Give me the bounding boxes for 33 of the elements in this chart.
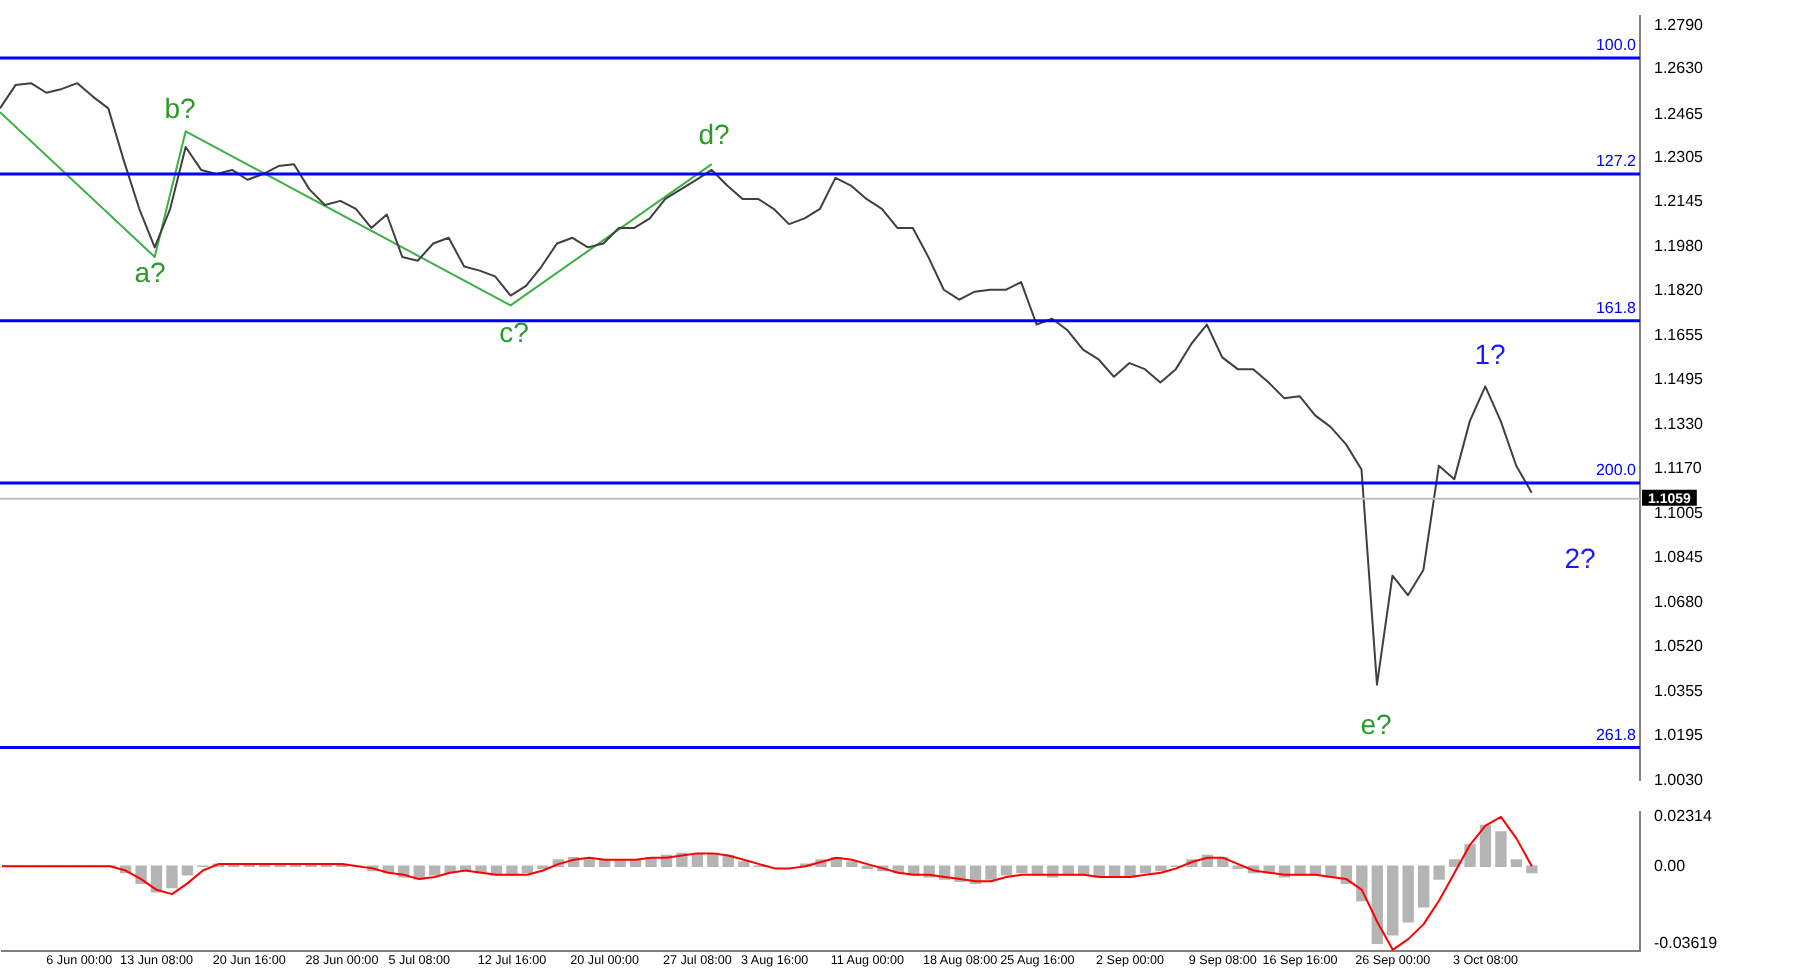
- y-tick-label: 1.2630: [1654, 59, 1705, 78]
- annotation: 161.8: [1595, 299, 1638, 318]
- annotation: 2?: [1564, 541, 1596, 574]
- annotation: a?: [134, 255, 166, 288]
- y-tick-label: 1.1005: [1654, 504, 1705, 523]
- y-tick-label: 0.02314: [1654, 807, 1713, 826]
- y-tick-label: 1.0195: [1654, 725, 1705, 744]
- y-tick-label: 1.2305: [1654, 148, 1705, 167]
- annotation: 100.0: [1595, 36, 1638, 55]
- annotation: 261.8: [1595, 725, 1638, 744]
- y-tick-label: 1.1495: [1654, 369, 1705, 388]
- y-tick-label: 1.0030: [1654, 770, 1705, 789]
- annotation: c?: [499, 315, 530, 348]
- y-tick-label: -0.03619: [1654, 934, 1719, 953]
- annotation: d?: [698, 117, 730, 150]
- y-tick-label: 1.1330: [1654, 415, 1705, 434]
- y-tick-label: 1.2145: [1654, 192, 1705, 211]
- y-tick-label: 0.00: [1654, 856, 1687, 875]
- y-tick-label: 1.1170: [1654, 458, 1703, 477]
- y-tick-label: 1.1980: [1654, 237, 1705, 256]
- annotation: 1?: [1474, 337, 1506, 370]
- y-tick-label: 1.2790: [1654, 15, 1705, 34]
- annotation: e?: [1360, 707, 1392, 740]
- y-tick-label: 1.0845: [1654, 547, 1705, 566]
- y-tick-label: 1.1655: [1654, 326, 1705, 345]
- y-tick-label: 1.0680: [1654, 592, 1705, 611]
- annotation: 200.0: [1595, 461, 1638, 480]
- y-tick-label: 1.0520: [1654, 636, 1705, 655]
- annotation: 127.2: [1595, 152, 1638, 171]
- annotation: b?: [164, 91, 196, 124]
- y-tick-label: 1.2465: [1654, 104, 1705, 123]
- y-tick-label: 1.0355: [1654, 681, 1705, 700]
- y-tick-label: 1.1820: [1654, 281, 1705, 300]
